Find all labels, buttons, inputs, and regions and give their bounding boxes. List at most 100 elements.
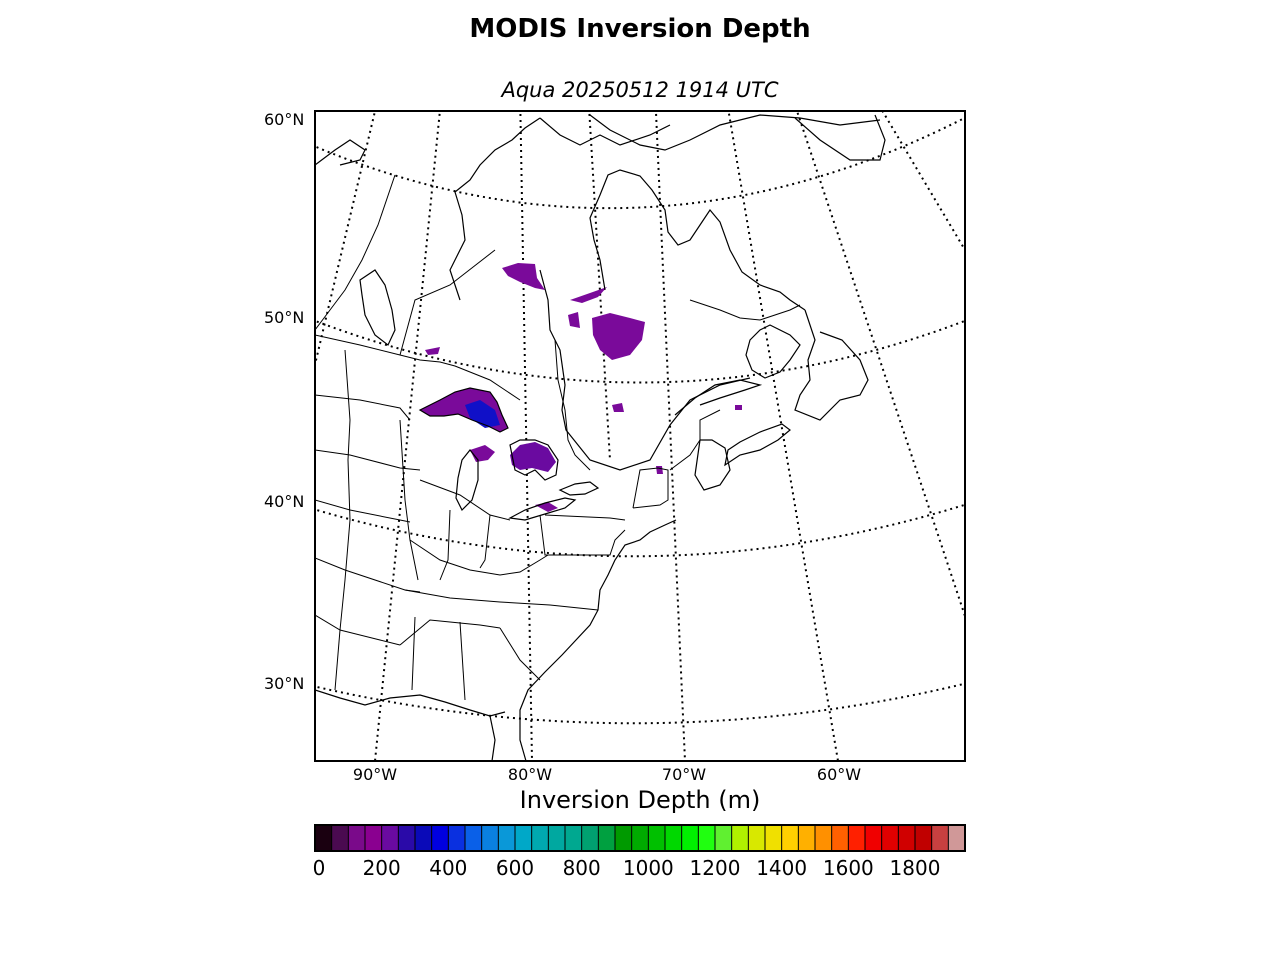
quebec-scatter-data (425, 347, 663, 474)
lon-label-90w: 90°W (352, 765, 398, 784)
lat-label-30n: 30°N (264, 674, 305, 693)
colorbar-segment (765, 825, 783, 851)
political-borders (315, 174, 801, 701)
us-states-16 (544, 514, 626, 521)
colorbar-segment (515, 825, 533, 851)
colorbar-tick-label: 1000 (622, 856, 674, 880)
quebec-labrador-border (689, 299, 801, 321)
colorbar-tick-label: 1600 (822, 856, 874, 880)
us-states-6 (334, 349, 351, 691)
lake-huron (509, 439, 559, 481)
colorbar-segment (365, 825, 383, 851)
colorbar-segment (481, 825, 499, 851)
meridian-75w (588, 111, 611, 461)
meridian-80w (519, 111, 533, 761)
colorbar-segment (431, 825, 449, 851)
us-states-17 (632, 467, 669, 509)
colorbar-segment (715, 825, 733, 851)
colorbar-border (314, 824, 966, 852)
quebec-central-data (592, 313, 645, 360)
colorbar-segment (598, 825, 616, 851)
lake-erie-data (535, 502, 558, 512)
us-states-7 (399, 419, 419, 581)
colorbar (314, 824, 966, 852)
map-title: MODIS Inversion Depth (469, 14, 811, 44)
meridian-70w (654, 111, 686, 761)
maine-border (669, 409, 721, 471)
us-states-9 (409, 539, 549, 576)
coastlines (315, 114, 886, 761)
parallel-50n (315, 319, 965, 384)
lake-michigan (455, 449, 479, 512)
us-states-3 (315, 499, 411, 523)
us-states-13 (459, 621, 466, 701)
ontario-north-border (399, 249, 496, 356)
us-states-1 (315, 394, 411, 421)
east-coast (519, 519, 677, 761)
colorbar-segment (331, 825, 349, 851)
us-states-10 (404, 589, 599, 611)
colorbar-segment (898, 825, 916, 851)
lat-label-60n: 60°N (264, 110, 305, 129)
colorbar-tick-label: 1400 (756, 856, 808, 880)
us-states-11 (399, 619, 501, 646)
meridian-60w (727, 111, 839, 761)
quebec-south-data (568, 312, 580, 328)
us-states-12 (411, 616, 416, 691)
james-bay-coast (539, 269, 751, 471)
colorbar-segment (315, 825, 333, 851)
us-states-18 (479, 514, 491, 569)
colorbar-segment (531, 825, 549, 851)
map-frame (314, 110, 966, 762)
us-states-19 (439, 509, 451, 581)
lake-erie (508, 497, 577, 521)
hudson-west-coast (359, 269, 396, 346)
meridian-95w (315, 111, 377, 369)
colorbar-segment (931, 825, 949, 851)
colorbar-segment (798, 825, 816, 851)
colorbar-title: Inversion Depth (m) (519, 786, 761, 814)
newfoundland-coast (745, 324, 801, 379)
lake-ontario (558, 481, 600, 496)
hudson-bay-coast (449, 117, 541, 301)
hudson-strait-islands (539, 117, 671, 146)
meridian-50w (881, 111, 965, 251)
colorbar-segment (831, 825, 849, 851)
us-states-14 (499, 627, 541, 681)
map-content (315, 111, 965, 761)
st-lawrence-gulf (674, 379, 763, 416)
colorbar-segment (348, 825, 366, 851)
quebec-west-data (570, 287, 607, 303)
lat-label-40n: 40°N (264, 492, 305, 511)
us-states-2 (315, 449, 421, 471)
colorbar-tick-label: 200 (362, 856, 401, 880)
colorbar-segment (648, 825, 666, 851)
colorbar-segment (698, 825, 716, 851)
us-states-8 (419, 479, 511, 521)
parallel-40n (315, 503, 965, 558)
nova-scotia-coast (724, 423, 791, 467)
colorbar-segment (448, 825, 466, 851)
colorbar-tick-label: 800 (562, 856, 601, 880)
graticule (315, 111, 965, 761)
ungava-coast (794, 114, 886, 161)
colorbar-segment (581, 825, 599, 851)
great-slave-coast (315, 139, 366, 166)
gulf-coast (315, 689, 506, 717)
parallel-30n (315, 682, 965, 725)
lake-superior (418, 387, 509, 433)
colorbar-segment (815, 825, 833, 851)
new-brunswick-coast (694, 439, 731, 491)
colorbar-segment (948, 825, 966, 851)
lat-label-50n: 50°N (264, 308, 305, 327)
colorbar-segment (781, 825, 799, 851)
baffin-coast (589, 114, 881, 151)
florida-coast (489, 715, 496, 761)
inversion-data (420, 263, 742, 512)
ontario-manitoba-border (315, 174, 396, 331)
parallel-55n (315, 116, 965, 210)
map-subtitle: Aqua 20250512 1914 UTC (501, 78, 779, 102)
lake-huron-data (510, 442, 556, 472)
colorbar-segment (665, 825, 683, 851)
colorbar-tick-label: 1200 (689, 856, 741, 880)
